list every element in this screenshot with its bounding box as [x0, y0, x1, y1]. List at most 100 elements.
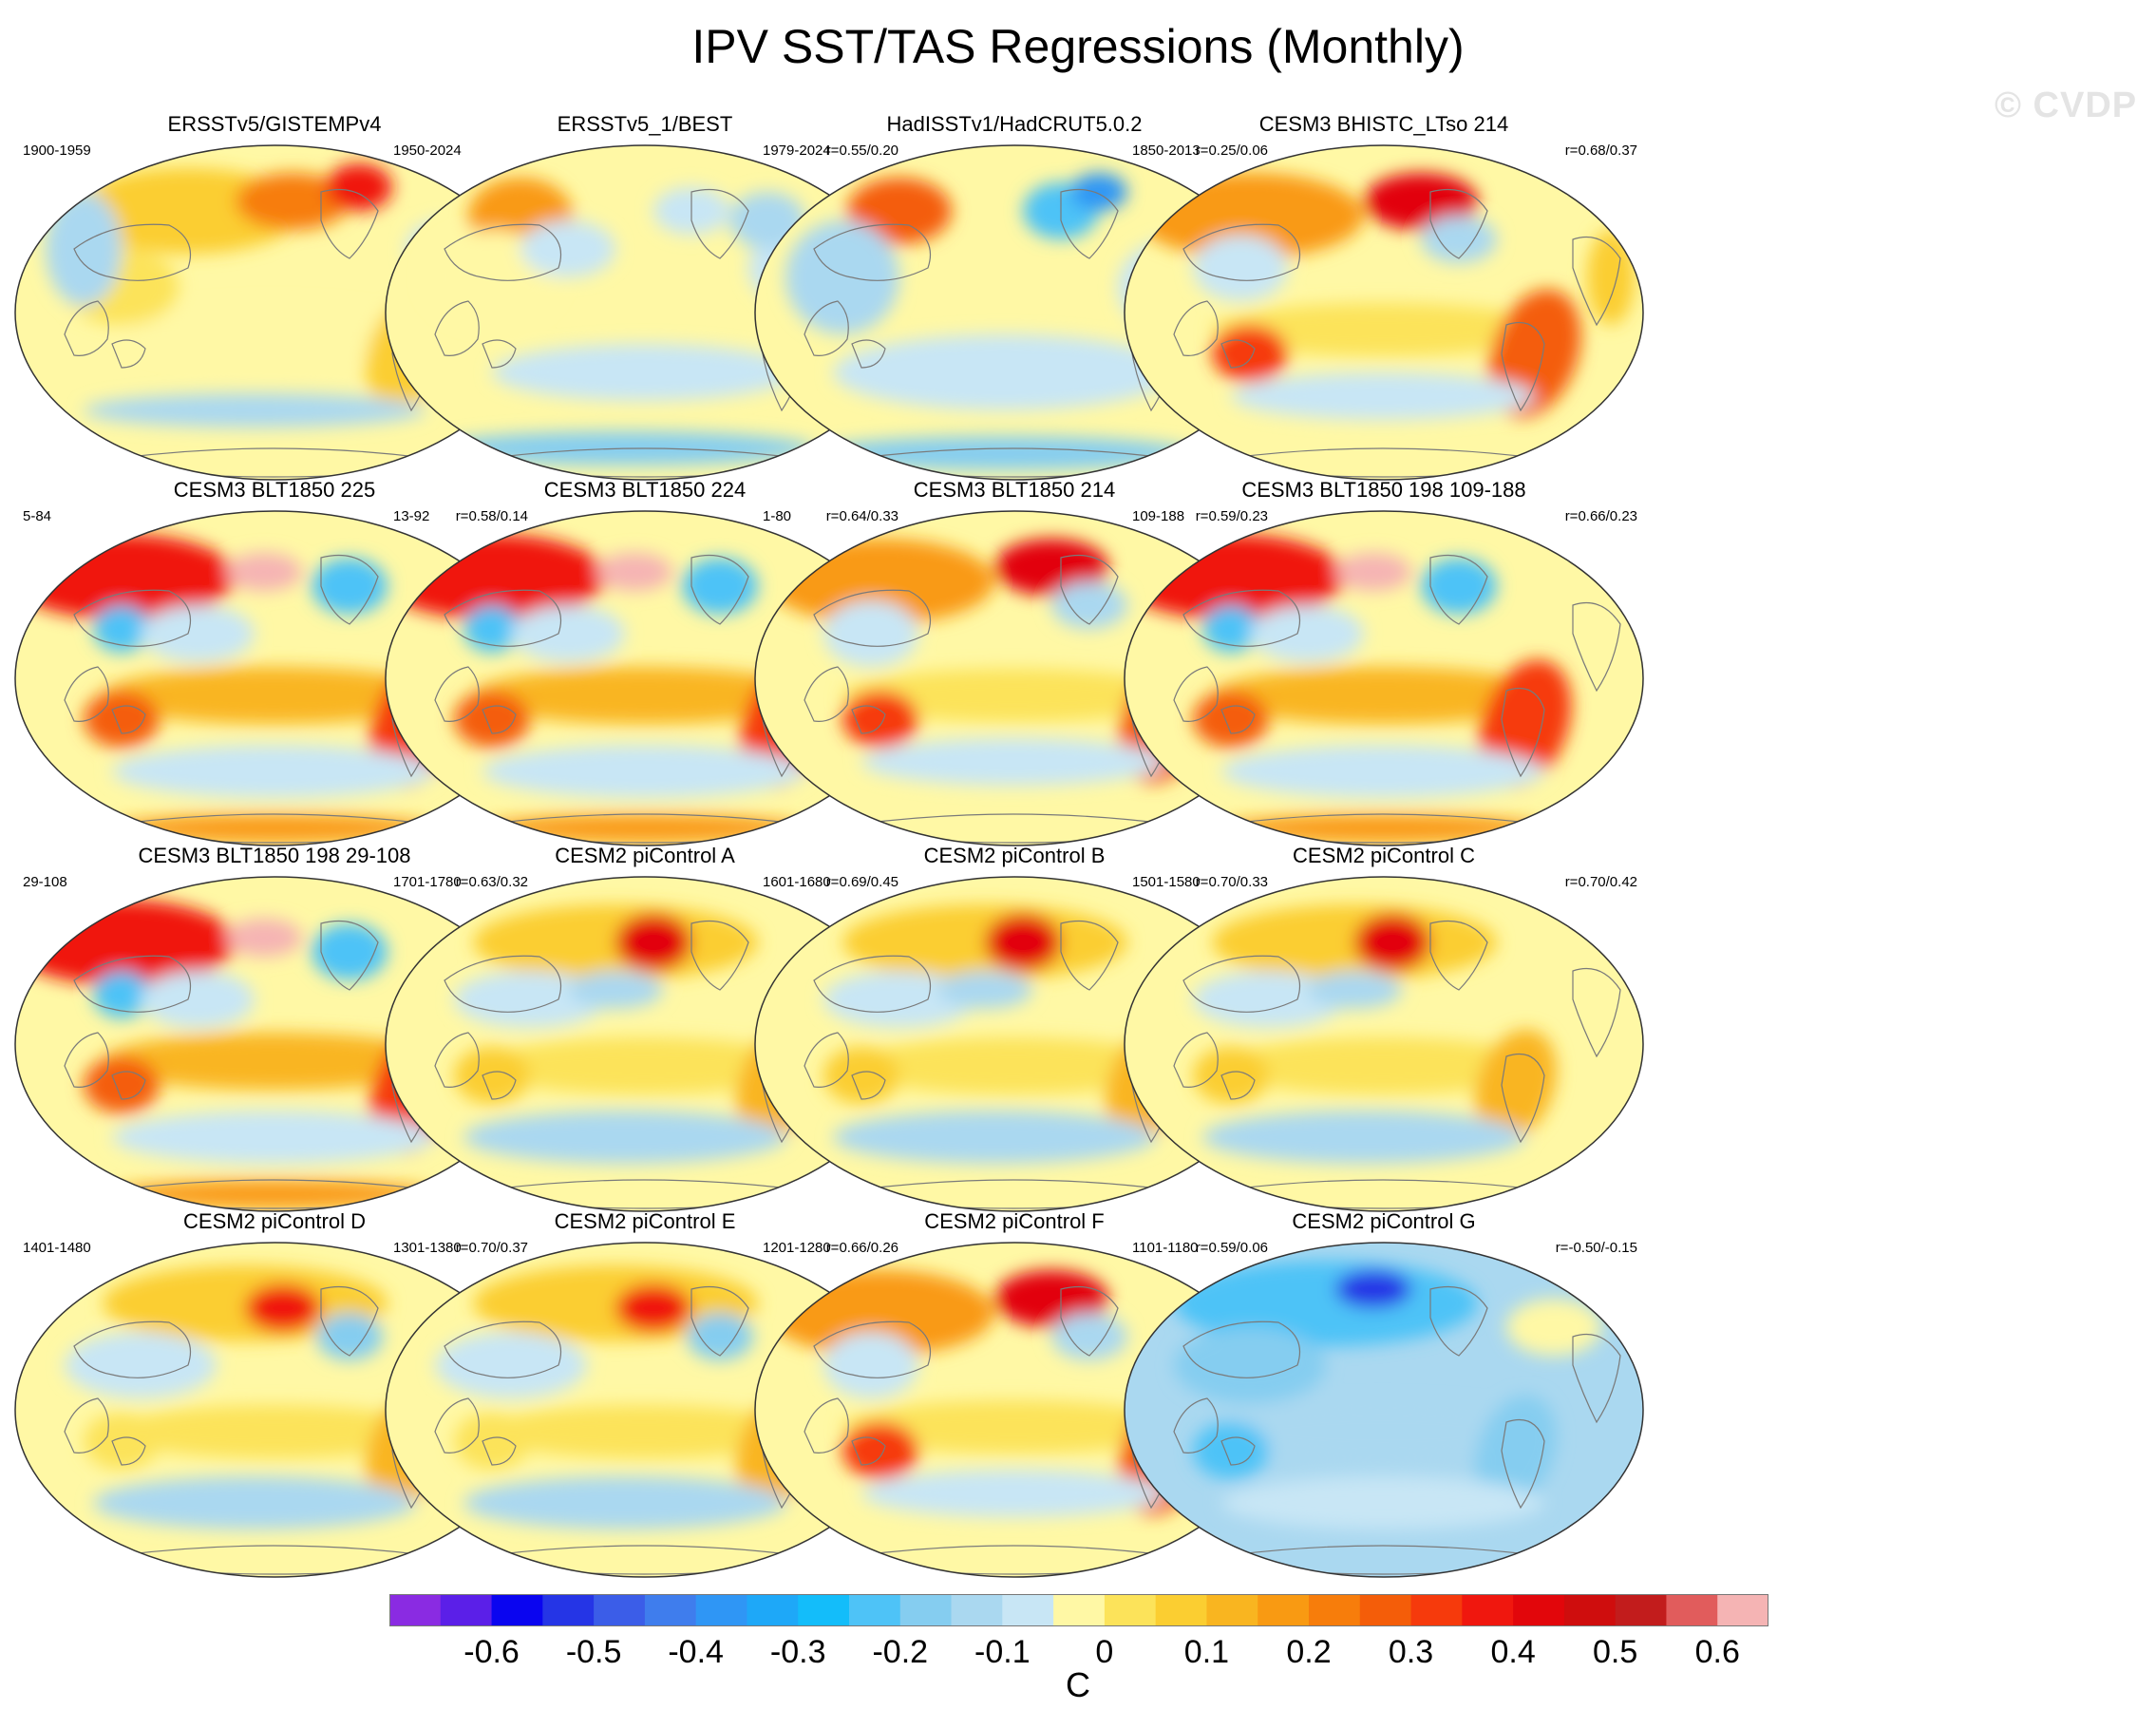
anomaly-region — [1193, 1422, 1269, 1479]
colorbar-tick-label: -0.6 — [463, 1634, 520, 1670]
anomaly-region — [1193, 691, 1269, 748]
anomaly-region — [463, 1476, 786, 1530]
panel-period: 1101-1180 — [1132, 1240, 1199, 1256]
panel-title: ERSSTv5_1/BEST — [557, 112, 733, 136]
anomaly-region — [122, 306, 426, 363]
panel-correlation: r=0.70/0.42 — [1564, 874, 1637, 890]
coastline — [111, 705, 146, 734]
panel-period: 1979-2024 — [763, 142, 831, 159]
coastline — [813, 589, 932, 647]
panel-period: 1601-1680 — [763, 874, 831, 890]
anomaly-region — [112, 1405, 435, 1458]
map-panel: CESM2 piControl G 1101-1180 r=-0.50/-0.15 — [1117, 1209, 1651, 1580]
anomaly-region — [112, 745, 435, 798]
map-border — [1124, 144, 1644, 481]
panel-title: CESM2 piControl C — [1293, 844, 1475, 867]
colorbar-swatch — [1359, 1594, 1412, 1626]
anomaly-region — [568, 971, 663, 1009]
colorbar-tick-label: -0.2 — [872, 1634, 929, 1670]
anomaly-region — [1212, 1403, 1554, 1460]
anomaly-region — [1506, 1299, 1601, 1356]
anomaly-region — [785, 220, 899, 334]
coastline — [482, 339, 517, 369]
anomaly-region — [1307, 971, 1402, 1009]
anomaly-region — [1212, 325, 1288, 382]
anomaly-region — [454, 691, 530, 748]
anomaly-region — [93, 605, 150, 653]
coastline — [1220, 1436, 1256, 1466]
coastline — [1572, 1333, 1621, 1424]
anomaly-region — [1193, 971, 1345, 1028]
panel-correlation: r=0.64/0.33 — [825, 508, 898, 524]
colorbar-swatch — [1002, 1594, 1054, 1626]
colorbar-swatch — [849, 1594, 901, 1626]
anomaly-region — [823, 971, 975, 1028]
colorbar-swatch — [695, 1594, 748, 1626]
colorbar-swatch — [542, 1594, 595, 1626]
anomaly-region — [93, 971, 150, 1018]
anomaly-region — [937, 971, 1032, 1009]
anomaly-region — [141, 971, 255, 1028]
coastline — [434, 1032, 480, 1088]
panel-correlation: r=0.66/0.23 — [1564, 508, 1637, 524]
anomaly-region — [103, 667, 444, 724]
anomaly-region — [833, 334, 1175, 410]
anomaly-region — [1202, 1111, 1525, 1164]
anomaly-region — [823, 600, 918, 667]
colorbar-tick-label: 0 — [1095, 1634, 1114, 1670]
panel-period: 1850-2013 — [1132, 142, 1201, 159]
anomaly-region — [687, 1313, 753, 1360]
coastline — [482, 1436, 517, 1466]
map-panel: ERSSTv5/GISTEMPv4 1900-1959 — [8, 112, 541, 483]
panel-correlation: r=0.63/0.32 — [455, 874, 528, 890]
anomaly-region — [141, 605, 255, 662]
panel-title: CESM3 BLT1850 225 — [173, 478, 376, 502]
anomaly-region — [682, 558, 758, 615]
panel-correlation: r=0.25/0.06 — [1195, 142, 1268, 159]
anomaly-region — [1250, 605, 1364, 662]
panel-period: 1401-1480 — [23, 1240, 91, 1256]
coastline — [813, 1320, 932, 1378]
coastline — [434, 666, 480, 722]
colorbar-unit-label: C — [1066, 1665, 1090, 1704]
anomaly-region — [1202, 605, 1259, 653]
regression-map — [1124, 144, 1644, 481]
panel-correlation: r=0.59/0.23 — [1195, 508, 1268, 524]
colorbar-tick-label: -0.4 — [668, 1634, 724, 1670]
anomaly-region — [454, 1413, 530, 1470]
coastline — [444, 955, 562, 1013]
colorbar-swatch — [1258, 1594, 1310, 1626]
coastline — [1501, 687, 1545, 778]
anomaly-region — [861, 738, 1165, 786]
colorbar-swatch — [951, 1594, 1003, 1626]
coastline — [1060, 1285, 1119, 1357]
panel-correlation: r=0.59/0.06 — [1195, 1240, 1268, 1256]
coastline — [320, 1285, 379, 1357]
coastline — [813, 223, 932, 281]
colorbar-tick-label: 0.4 — [1490, 1634, 1536, 1670]
anomaly-region — [842, 669, 1184, 722]
anomaly-region — [473, 667, 815, 724]
anomaly-region — [84, 691, 160, 748]
coastline — [1060, 188, 1119, 259]
regression-map — [385, 510, 905, 846]
anomaly-region — [463, 605, 520, 653]
colorbar-swatch — [1053, 1594, 1106, 1626]
anomaly-region — [1174, 1327, 1326, 1403]
coastline — [482, 1071, 517, 1100]
coastline — [1182, 955, 1301, 1013]
panel-title: CESM3 BHISTC_LTso 214 — [1258, 112, 1509, 136]
panel-period: 109-188 — [1132, 508, 1185, 524]
panel-period: 1201-1280 — [763, 1240, 831, 1256]
coastline — [64, 300, 109, 356]
coastline — [813, 955, 932, 1013]
colorbar-swatches — [389, 1594, 1768, 1626]
map-panel: ERSSTv5_1/BEST 1950-2024 r=0.55/0.20 — [378, 112, 912, 483]
map-panel: CESM3 BLT1850 198 109-188 109-188 r=0.66/0… — [1117, 478, 1651, 848]
anomaly-region — [84, 1413, 160, 1470]
coastline — [1572, 967, 1621, 1058]
colorbar-swatch — [1462, 1594, 1514, 1626]
panel-title: CESM2 piControl G — [1292, 1209, 1476, 1233]
panel-correlation: r=0.68/0.37 — [1564, 142, 1637, 159]
colorbar-swatch — [1309, 1594, 1361, 1626]
